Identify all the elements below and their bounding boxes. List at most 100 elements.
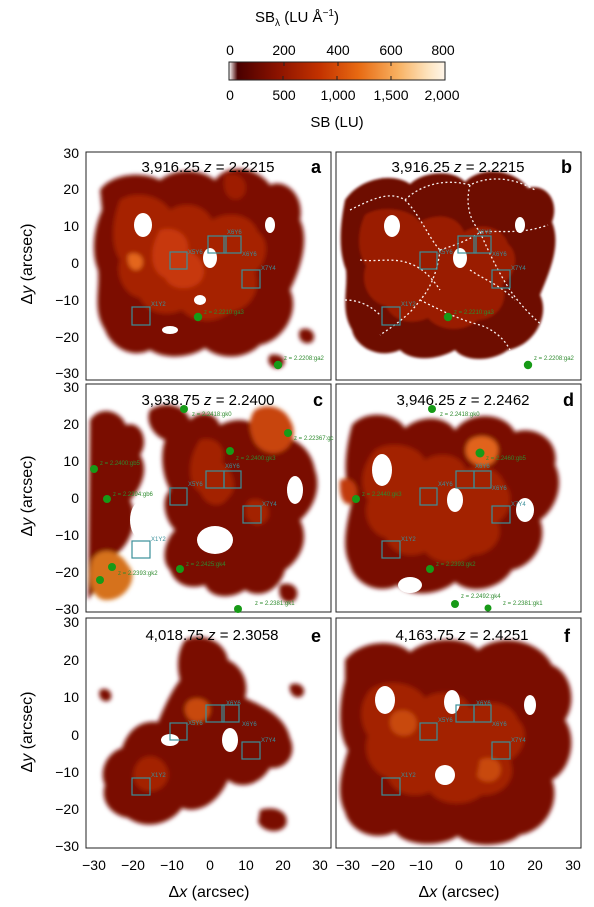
y-axis-label: Δy (arcsec) bbox=[19, 692, 36, 773]
panel-c-galaxies: z = 2.2418:gk0 z = 2.22367:gc z = 2.2400… bbox=[90, 405, 334, 613]
box-label: X5Y6 bbox=[188, 482, 203, 488]
y-tick-label: 0 bbox=[71, 255, 79, 271]
box-label: X1Y2 bbox=[401, 302, 416, 308]
box-label: X5Y6 bbox=[188, 250, 203, 256]
box-label: X6Y6 bbox=[226, 701, 241, 707]
box-label: X6Y6 bbox=[225, 464, 240, 470]
galaxy-label: z = 2.2492:gk4 bbox=[461, 594, 501, 600]
field-box bbox=[419, 722, 438, 741]
galaxy-marker bbox=[180, 405, 188, 413]
box-label: X5Y6 bbox=[438, 718, 453, 724]
panel-c-title: 3,938.75 z = 2.2400 bbox=[141, 392, 274, 409]
field-box bbox=[381, 777, 401, 796]
galaxy-marker bbox=[226, 447, 234, 455]
galaxy-label: z = 2.2381:gk1 bbox=[255, 601, 295, 607]
y-axis-labels: Δy (arcsec) Δy (arcsec) Δy (arcsec) bbox=[19, 224, 36, 773]
box-label: X6Y6 bbox=[242, 722, 257, 728]
colorbar-bottom-tick: 0 bbox=[226, 87, 234, 103]
galaxy-label: z = 2.2210:ga3 bbox=[204, 310, 245, 316]
panel-e-boxes bbox=[131, 704, 261, 796]
galaxy-marker bbox=[103, 495, 111, 503]
panel-a-image bbox=[93, 168, 315, 369]
box-label: X7Y4 bbox=[511, 738, 526, 744]
panel-c-letter: c bbox=[313, 390, 323, 410]
panel-c: X1Y2 X5Y6 X6Y6 X7Y4 z = 2.2418:gk0 z = 2… bbox=[85, 383, 334, 613]
panel-f-letter: f bbox=[564, 626, 571, 646]
galaxy-label: z = 2.2400:gb5 bbox=[100, 461, 141, 467]
x-tick-label: 0 bbox=[206, 857, 214, 873]
panel-e-title: 4,018.75 z = 2.3058 bbox=[145, 627, 278, 644]
field-box bbox=[473, 235, 492, 254]
x-tick-label: 20 bbox=[275, 857, 291, 873]
panel-a-boxes bbox=[131, 235, 261, 326]
field-box bbox=[381, 540, 401, 559]
panel-b-box-labels: X1Y2 X5Y6 X6Y6 X6Y6 X7Y4 bbox=[401, 230, 526, 308]
y-tick-label: 30 bbox=[63, 379, 79, 395]
galaxy-label: z = 2.2381:gk1 bbox=[503, 601, 543, 607]
box-label: X6Y6 bbox=[242, 252, 257, 258]
field-box bbox=[381, 306, 401, 326]
y-tick-label: 30 bbox=[63, 145, 79, 161]
panel-f-image bbox=[339, 639, 572, 845]
colorbar-top-tick: 400 bbox=[326, 42, 350, 58]
colorbar-bottom-tick: 1,500 bbox=[373, 87, 408, 103]
galaxy-marker bbox=[475, 448, 485, 458]
field-box bbox=[491, 505, 511, 524]
y-tick-label: 20 bbox=[63, 652, 79, 668]
y-tick-label: 10 bbox=[63, 218, 79, 234]
galaxy-label: z = 2.2394:gb6 bbox=[113, 492, 154, 498]
panel-f: X1Y2 X5Y6 X6Y6 X6Y6 X7Y4 4,163.75 z = 2.… bbox=[335, 617, 582, 849]
box-label: X6Y6 bbox=[477, 230, 492, 236]
y-axis-label: Δy (arcsec) bbox=[19, 224, 36, 305]
x-tick-labels: −30 −20 −10 0 10 20 30 −30 −20 −10 0 10 … bbox=[82, 857, 581, 873]
field-box bbox=[223, 235, 242, 254]
field-box bbox=[205, 704, 225, 723]
y-tick-label: −30 bbox=[55, 601, 79, 617]
panel-f-box-labels: X1Y2 X5Y6 X6Y6 X6Y6 X7Y4 bbox=[401, 701, 526, 779]
galaxy-label: z = 2.2425:gk4 bbox=[186, 562, 226, 568]
x-tick-label: 0 bbox=[455, 857, 463, 873]
galaxy-label: z = 2.2393:gk2 bbox=[118, 571, 158, 577]
y-tick-label: 0 bbox=[71, 490, 79, 506]
field-box bbox=[419, 251, 438, 270]
panel-a: X1Y2 X5Y6 X6Y6 X6Y6 X7Y4 z = 2.2210:ga3 … bbox=[85, 151, 332, 381]
panel-c-image bbox=[88, 404, 318, 603]
colorbar-bottom-tick: 1,000 bbox=[320, 87, 355, 103]
panel-b-letter: b bbox=[561, 157, 572, 177]
colorbar-bottom-ticks: 0 500 1,000 1,500 2,000 bbox=[226, 87, 460, 103]
box-label: X6Y6 bbox=[492, 486, 507, 492]
panel-a-box-labels: X1Y2 X5Y6 X6Y6 X6Y6 X7Y4 bbox=[151, 230, 276, 308]
x-tick-label: −20 bbox=[371, 857, 395, 873]
galaxy-marker bbox=[90, 465, 98, 473]
y-tick-label: 30 bbox=[63, 614, 79, 630]
galaxy-label: z = 2.2460:gb5 bbox=[486, 456, 527, 462]
galaxy-marker bbox=[426, 565, 434, 573]
galaxy-label: z = 2.22367:gc bbox=[294, 436, 334, 442]
field-box bbox=[491, 269, 511, 289]
field-box bbox=[169, 487, 188, 506]
x-tick-label: −30 bbox=[336, 857, 360, 873]
panel-d-box-labels: X1Y2 X4Y6 X6Y6 X6Y6 X7Y4 bbox=[401, 464, 526, 543]
panel-c-box-labels: X1Y2 X5Y6 X6Y6 X7Y4 bbox=[151, 464, 277, 543]
galaxy-label: z = 2.2418:gk0 bbox=[192, 412, 232, 418]
box-label: X7Y4 bbox=[261, 738, 276, 744]
field-box bbox=[473, 704, 492, 723]
x-tick-label: 30 bbox=[312, 857, 328, 873]
x-tick-label: −30 bbox=[82, 857, 106, 873]
box-label: X7Y4 bbox=[511, 502, 526, 508]
galaxy-marker bbox=[193, 312, 203, 322]
panel-d: X1Y2 X4Y6 X6Y6 X6Y6 X7Y4 z = 2.2418:gk0 … bbox=[335, 383, 582, 613]
y-tick-label: 20 bbox=[63, 416, 79, 432]
galaxy-marker bbox=[108, 563, 116, 571]
box-label: X5Y6 bbox=[438, 250, 453, 256]
y-tick-label: 10 bbox=[63, 689, 79, 705]
colorbar-top-tick: 0 bbox=[226, 42, 234, 58]
field-box bbox=[223, 470, 242, 489]
field-box bbox=[169, 722, 188, 741]
x-tick-label: 30 bbox=[565, 857, 581, 873]
y-tick-label: −10 bbox=[55, 764, 79, 780]
y-tick-labels: 30 20 10 0 −10 −20 −30 30 20 10 0 −10 −2… bbox=[55, 145, 79, 854]
field-box bbox=[207, 235, 227, 254]
field-box bbox=[457, 235, 477, 254]
